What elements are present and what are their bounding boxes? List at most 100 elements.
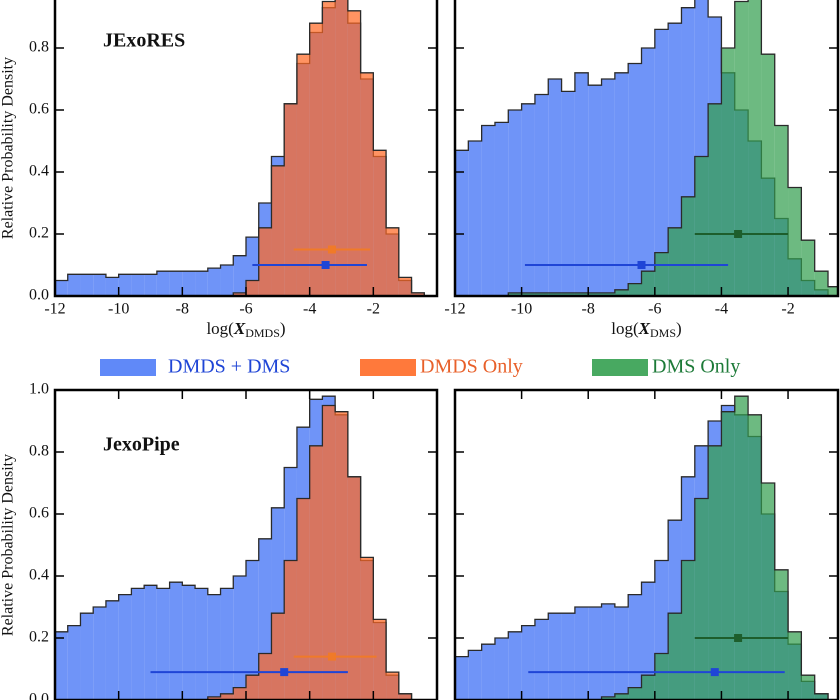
x-label-pre: log(: [206, 319, 234, 338]
histogram-bar: [455, 150, 469, 296]
legend-swatch: [592, 359, 648, 376]
y-tick-label: 0.6: [29, 505, 49, 522]
histogram-bar: [373, 619, 387, 700]
histogram-bar: [118, 274, 132, 296]
x-label-var: X: [233, 319, 246, 338]
plot-area: [55, 0, 437, 296]
error-point: [327, 652, 336, 661]
histogram-bar: [748, 414, 762, 700]
panel-label: JexoPipe: [103, 434, 180, 456]
histogram-bar: [748, 0, 762, 296]
histogram-outline: [455, 0, 838, 296]
histogram-bar: [734, 396, 749, 700]
x-tick-label: -6: [648, 301, 661, 318]
x-tick-label: -8: [176, 301, 189, 318]
histogram-bar: [207, 268, 221, 296]
histogram-bar: [641, 271, 655, 296]
histogram-bar: [80, 613, 94, 700]
histogram-bar: [601, 79, 615, 296]
x-tick-label: -12: [44, 301, 65, 318]
histogram-bar: [296, 498, 310, 700]
x-axis-label: log(XDMDS): [206, 319, 285, 340]
histogram-bar: [233, 687, 246, 700]
histogram-bar: [681, 560, 695, 700]
histogram-bar: [521, 625, 535, 700]
x-tick-label: -10: [511, 301, 532, 318]
histogram-bar: [588, 607, 602, 700]
histogram-bar: [246, 280, 259, 296]
histogram-bar: [628, 63, 642, 296]
histogram-bar: [411, 292, 425, 296]
histogram-bar: [628, 687, 642, 700]
histogram-bar: [614, 693, 629, 700]
histogram-bar: [494, 638, 509, 700]
y-tick-label: 1.0: [29, 381, 49, 398]
histogram-bar: [220, 588, 234, 700]
histogram-bar: [309, 23, 323, 296]
histogram-bar: [481, 125, 495, 296]
histogram-bar: [131, 588, 145, 700]
histogram-bar: [207, 696, 221, 700]
histogram-bar: [182, 271, 196, 296]
plot-area: [455, 0, 838, 296]
histogram-bar: [322, 1, 336, 296]
error-point: [280, 668, 289, 677]
histogram-bar: [814, 271, 829, 296]
histogram-bar: [93, 274, 106, 296]
histogram-bar: [233, 292, 246, 296]
histogram-bar: [628, 594, 642, 700]
histogram-bar: [534, 94, 549, 296]
histogram-bar: [80, 274, 94, 296]
histogram-bar: [548, 292, 562, 296]
x-label-sub: DMDS: [245, 326, 280, 340]
histogram-bar: [398, 693, 412, 700]
histogram-bar: [641, 582, 655, 700]
histogram-bar: [721, 411, 735, 700]
histogram-bar: [55, 631, 68, 700]
histogram-bar: [156, 588, 170, 700]
histogram-bar: [561, 91, 575, 296]
histogram-outline: [55, 0, 437, 296]
histogram-bar: [105, 277, 119, 296]
histogram-bar: [67, 625, 81, 700]
histogram-bar: [601, 696, 615, 700]
histogram-bar: [296, 54, 310, 296]
histogram-bar: [801, 240, 815, 296]
histogram-bar: [335, 0, 348, 296]
histogram-bar: [398, 277, 412, 296]
y-tick-label: 0.4: [29, 163, 49, 180]
plot-frame: [453, 0, 840, 298]
histogram-bar: [654, 29, 669, 296]
x-tick-label: -6: [239, 301, 252, 318]
histogram-bar: [322, 405, 336, 700]
error-point: [734, 230, 743, 238]
y-tick-label: 0.8: [29, 39, 49, 56]
histogram-bar: [233, 255, 246, 296]
histogram-bar: [534, 619, 549, 700]
histogram-bar: [588, 85, 602, 296]
histogram-bar: [258, 227, 272, 296]
histogram-bar: [220, 265, 234, 296]
histogram-bar: [654, 653, 669, 700]
histogram-bar: [494, 122, 509, 296]
histogram-bar: [246, 560, 259, 700]
histogram-bar: [628, 283, 642, 296]
legend-swatch: [100, 359, 156, 376]
histogram-bar: [347, 476, 361, 700]
histogram-bar: [347, 10, 361, 296]
histogram-bar: [195, 271, 208, 296]
histogram-bar: [169, 582, 183, 700]
histogram-bar: [721, 48, 735, 296]
histogram-bar: [207, 594, 221, 700]
histogram-bar: [271, 613, 285, 700]
y-tick-label: 0.0: [29, 287, 49, 304]
histogram-bar: [468, 141, 482, 296]
histogram-bar: [521, 292, 535, 296]
histogram-bar: [694, 156, 709, 296]
error-point: [321, 261, 330, 269]
plot-frame: [453, 388, 840, 700]
histogram-bar: [828, 286, 838, 296]
histogram-bar: [761, 54, 775, 296]
